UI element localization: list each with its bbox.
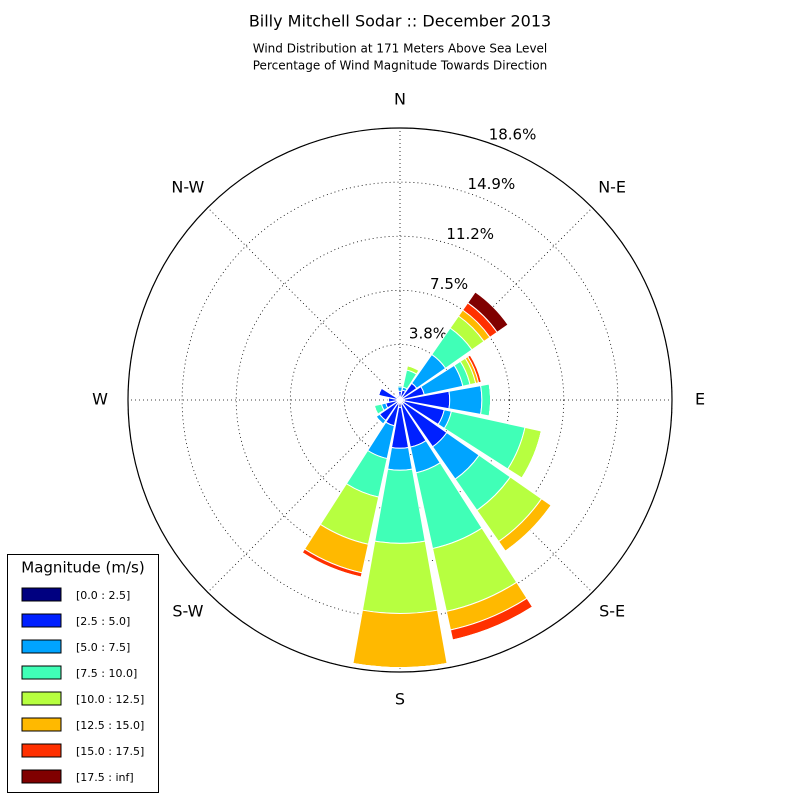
grid-ring bbox=[235, 235, 565, 565]
direction-label: S-E bbox=[599, 602, 625, 621]
rose-segment bbox=[387, 446, 413, 471]
rose-segment bbox=[469, 354, 482, 383]
plot-area: 3.8% 7.5% 11.2% 14.9% 18.6% N N-E E S-E S S-W W N-W bbox=[92, 90, 705, 709]
chart-subtitle: Percentage of Wind Magnitude Towards Dir… bbox=[253, 59, 547, 73]
direction-label: S-W bbox=[172, 602, 203, 621]
rose-segment bbox=[352, 662, 448, 669]
rose-segment bbox=[352, 609, 448, 669]
rose-segment bbox=[361, 540, 439, 614]
direction-label: N-E bbox=[598, 177, 626, 196]
r-tick-label: 18.6% bbox=[489, 125, 537, 143]
legend-swatch bbox=[21, 717, 62, 732]
r-tick-label: 14.9% bbox=[468, 175, 516, 193]
rose-segment bbox=[377, 387, 399, 400]
legend-label: [2.5 : 5.0] bbox=[76, 615, 130, 628]
rose-segment bbox=[505, 505, 552, 552]
legend-label: [15.0 : 17.5] bbox=[76, 745, 144, 758]
legend-label: [10.0 : 12.5] bbox=[76, 693, 144, 706]
legend-swatch bbox=[21, 691, 62, 706]
grid-ring bbox=[181, 181, 619, 619]
direction-label: S bbox=[395, 690, 405, 709]
r-tick-label: 7.5% bbox=[430, 275, 468, 293]
legend-swatch bbox=[21, 769, 62, 784]
legend-swatch bbox=[21, 587, 62, 602]
r-tick-label: 11.2% bbox=[446, 225, 494, 243]
legend-swatch bbox=[21, 639, 62, 654]
legend-swatch bbox=[21, 743, 62, 758]
radial-grid-line bbox=[399, 207, 593, 401]
rose-segment bbox=[397, 395, 400, 397]
r-tick-label: 3.8% bbox=[409, 325, 447, 343]
legend-label: [12.5 : 15.0] bbox=[76, 719, 144, 732]
legend-label: [7.5 : 10.0] bbox=[76, 667, 137, 680]
chart-subtitle: Wind Distribution at 171 Meters Above Se… bbox=[253, 42, 548, 56]
radial-grid-line bbox=[207, 399, 401, 593]
polar-frame bbox=[127, 127, 673, 673]
direction-label: E bbox=[695, 390, 705, 409]
rose-segment bbox=[467, 291, 509, 333]
rose-segment bbox=[521, 430, 542, 479]
chart-title: Billy Mitchell Sodar :: December 2013 bbox=[249, 12, 551, 31]
legend-swatch bbox=[21, 665, 62, 680]
legend-label: [17.5 : inf] bbox=[76, 771, 134, 784]
direction-label: N-W bbox=[171, 177, 204, 196]
direction-label: N bbox=[394, 90, 406, 109]
rose-segment bbox=[480, 383, 492, 417]
rose-segment bbox=[448, 385, 483, 415]
legend: [0.0 : 2.5] [2.5 : 5.0] [5.0 : 7.5] [7.5 : … bbox=[21, 587, 144, 784]
legend-title: Magnitude (m/s) bbox=[21, 559, 144, 577]
radial-grid-line bbox=[207, 207, 401, 401]
rose-segment bbox=[452, 606, 533, 641]
legend-label: [0.0 : 2.5] bbox=[76, 589, 130, 602]
legend-swatch bbox=[21, 613, 62, 628]
legend-label: [5.0 : 7.5] bbox=[76, 641, 130, 654]
direction-label: W bbox=[92, 390, 108, 409]
